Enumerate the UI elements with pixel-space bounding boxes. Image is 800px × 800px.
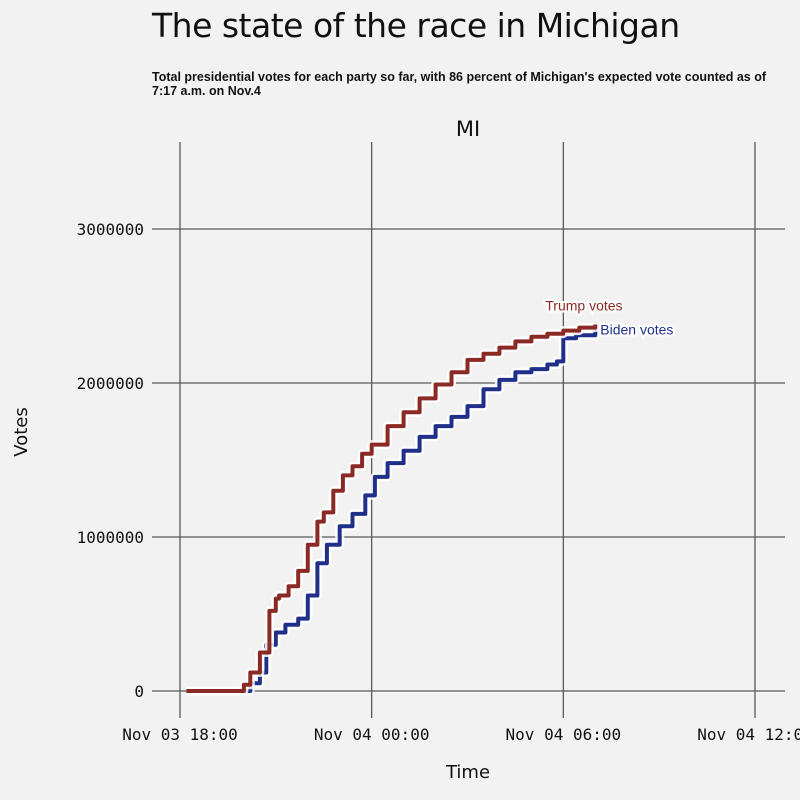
trump-votes-halo — [186, 323, 600, 696]
biden-votes-label-halo: Biden votes — [600, 322, 673, 338]
trump-votes-label-halo: Trump votes — [545, 297, 622, 313]
biden-votes-line — [186, 327, 598, 693]
biden-votes-halo — [186, 327, 600, 696]
x-tick-label: Nov 04 00:00 — [314, 725, 430, 744]
x-tick-label: Nov 04 12:00 — [697, 725, 800, 744]
trump-votes-line — [186, 324, 598, 693]
gridlines — [152, 142, 785, 718]
y-tick-label: 2000000 — [77, 374, 144, 393]
chart-title: The state of the race in Michigan — [152, 6, 680, 45]
y-tick-label: 0 — [134, 682, 144, 701]
series-lines — [186, 323, 600, 696]
x-tick-label: Nov 04 06:00 — [506, 725, 622, 744]
y-axis-label: Votes — [11, 407, 32, 456]
trump-votes-label: Trump votes — [545, 297, 622, 313]
x-tick-label: Nov 03 18:00 — [122, 725, 238, 744]
y-tick-label: 3000000 — [77, 220, 144, 239]
axis-ticks: 0 1000000 2000000 3000000 Nov 03 18:00 Nov 04… — [77, 220, 800, 744]
chart-subtitle: Total presidential votes for each party … — [152, 70, 767, 98]
biden-votes-label: Biden votes — [600, 322, 673, 338]
x-axis-label: Time — [445, 762, 490, 783]
panel-title: MI — [456, 117, 480, 141]
y-tick-label: 1000000 — [77, 528, 144, 547]
